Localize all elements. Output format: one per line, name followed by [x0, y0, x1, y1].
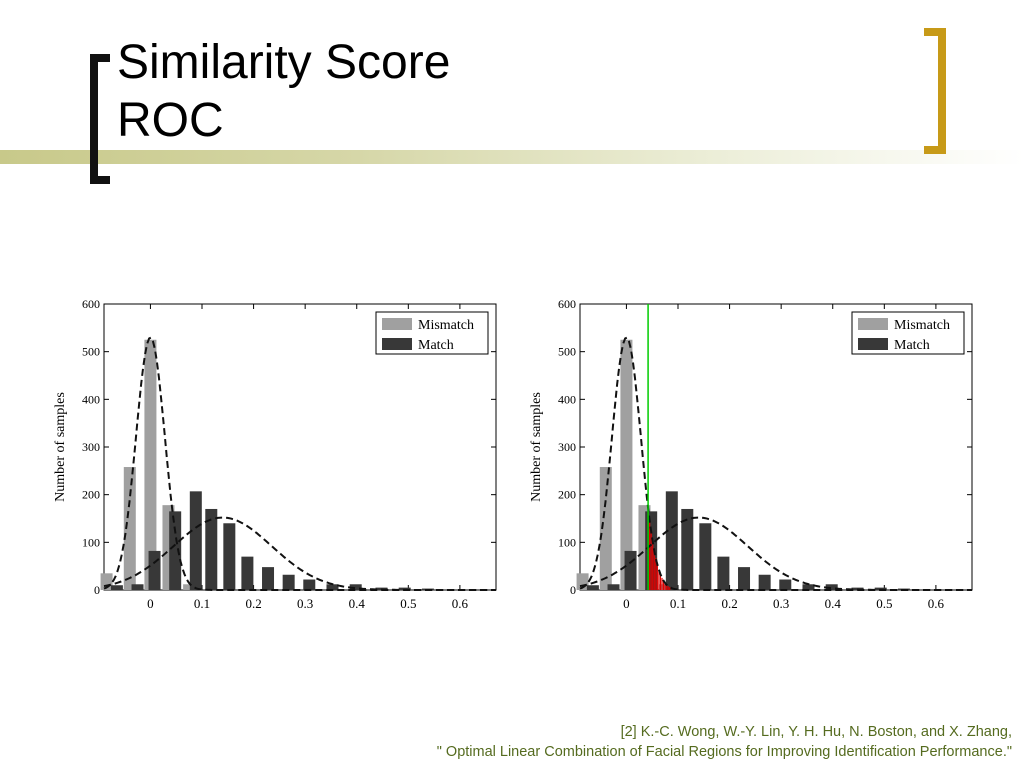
- match-bar: [169, 511, 182, 590]
- match-bar: [624, 550, 637, 590]
- match-bar: [586, 585, 599, 590]
- right-bracket-decoration: [924, 28, 946, 154]
- match-bar: [349, 584, 362, 590]
- x-tick-label: 0.5: [876, 596, 892, 611]
- match-bar: [717, 556, 730, 590]
- title-rule: [0, 150, 1024, 164]
- y-tick-label: 300: [82, 440, 100, 454]
- match-bar: [282, 574, 295, 590]
- legend-label-match: Match: [418, 338, 454, 353]
- citation-authors: [2] K.-C. Wong, W.-Y. Lin, Y. H. Hu, N. …: [620, 724, 1012, 740]
- legend-label-mismatch: Mismatch: [894, 318, 950, 333]
- mismatch-bar: [599, 467, 612, 590]
- x-tick-label: 0.2: [721, 596, 737, 611]
- match-bar: [241, 556, 254, 590]
- match-bar: [802, 584, 815, 590]
- legend-label-match: Match: [894, 338, 930, 353]
- y-tick-label: 100: [558, 535, 576, 549]
- match-bar: [681, 508, 694, 590]
- y-axis-label: Number of samples: [53, 392, 68, 502]
- match-bar: [779, 579, 792, 590]
- x-tick-label: 0.6: [928, 596, 945, 611]
- match-bar: [205, 508, 218, 590]
- histogram-right-svg: 0 100 200 300 400 500 600 0 0.1 0.2 0.3 0.4 0.5 0.6 Nu…: [529, 297, 973, 611]
- mismatch-bar: [183, 584, 196, 590]
- match-bar: [262, 567, 275, 590]
- x-tick-label: 0.3: [773, 596, 789, 611]
- mismatch-bar: [123, 467, 136, 590]
- x-tick-label: 0.4: [825, 596, 842, 611]
- y-tick-label: 0: [570, 583, 576, 597]
- legend-swatch-mismatch: [858, 318, 888, 330]
- y-tick-label: 200: [82, 488, 100, 502]
- x-tick-label: 0: [147, 596, 154, 611]
- histogram-left-svg: 0 100 200 300 400 500 600 0 0.1 0.2 0.3 0.4 0.5 0.6 Nu…: [53, 297, 497, 611]
- citation-title: " Optimal Linear Combination of Facial R…: [436, 744, 1012, 760]
- match-bar: [223, 523, 236, 590]
- histogram-right: 0 100 200 300 400 500 600 0 0.1 0.2 0.3 0.4 0.5 0.6 Nu…: [524, 290, 974, 620]
- y-tick-label: 300: [558, 440, 576, 454]
- y-tick-label: 400: [558, 392, 576, 406]
- mismatch-bar: [144, 339, 157, 590]
- match-bar: [326, 584, 339, 590]
- histogram-left: 0 100 200 300 400 500 600 0 0.1 0.2 0.3 0.4 0.5 0.6 Nu…: [48, 290, 498, 620]
- y-tick-label: 500: [558, 345, 576, 359]
- y-tick-label: 100: [82, 535, 100, 549]
- legend-label-mismatch: Mismatch: [418, 318, 474, 333]
- match-fit-curve: [579, 516, 972, 591]
- match-bar: [110, 585, 123, 590]
- y-tick-label: 600: [82, 297, 100, 311]
- x-tick-label: 0.1: [194, 596, 210, 611]
- y-tick-label: 600: [558, 297, 576, 311]
- match-bar: [758, 574, 771, 590]
- y-tick-label: 200: [558, 488, 576, 502]
- match-bar: [699, 523, 712, 590]
- y-tick-label: 0: [94, 583, 100, 597]
- match-fit-curve: [103, 516, 496, 591]
- match-bar: [303, 579, 316, 590]
- title-line-2: ROC: [117, 94, 224, 147]
- legend-swatch-match: [382, 338, 412, 350]
- x-tick-label: 0: [623, 596, 630, 611]
- x-tick-label: 0.2: [245, 596, 261, 611]
- legend-swatch-match: [858, 338, 888, 350]
- y-axis-label: Number of samples: [529, 392, 544, 502]
- match-bar: [131, 584, 144, 590]
- match-bar: [825, 584, 838, 590]
- x-tick-label: 0.4: [349, 596, 366, 611]
- x-tick-label: 0.5: [400, 596, 416, 611]
- match-bar: [738, 567, 751, 590]
- x-tick-label: 0.3: [297, 596, 313, 611]
- y-tick-label: 500: [82, 345, 100, 359]
- match-bar: [148, 550, 161, 590]
- y-tick-label: 400: [82, 392, 100, 406]
- match-bar: [665, 491, 678, 590]
- slide-title: Similarity Score ROC: [117, 34, 450, 150]
- match-bar: [189, 491, 202, 590]
- match-bar: [398, 587, 411, 590]
- mismatch-bar: [620, 339, 633, 590]
- match-bar: [607, 584, 620, 590]
- x-tick-label: 0.6: [452, 596, 469, 611]
- x-tick-label: 0.1: [670, 596, 686, 611]
- legend-swatch-mismatch: [382, 318, 412, 330]
- match-bar: [874, 587, 887, 590]
- left-bracket-decoration: [90, 54, 110, 184]
- citation: [2] K.-C. Wong, W.-Y. Lin, Y. H. Hu, N. …: [437, 722, 1012, 762]
- title-line-1: Similarity Score: [117, 36, 451, 89]
